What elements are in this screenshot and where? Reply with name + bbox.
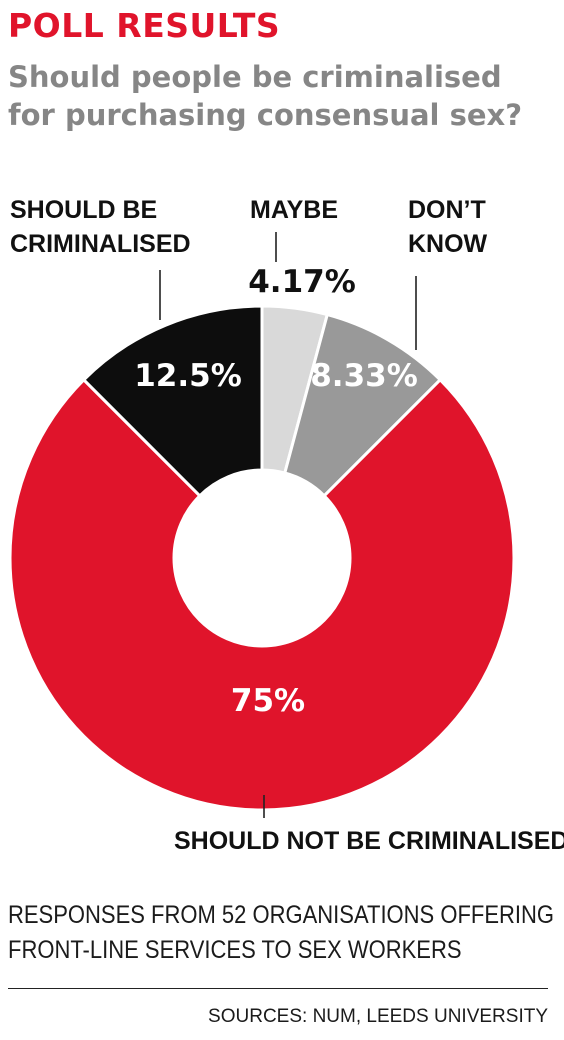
- category-label-should-be-criminalised: SHOULD BE CRIMINALISED: [10, 196, 191, 258]
- category-label-line: SHOULD BE: [10, 196, 157, 224]
- question-line: for purchasing consensual sex?: [8, 98, 523, 132]
- value-label-should-be-criminalised: 12.5%: [134, 358, 242, 394]
- category-label-maybe: MAYBE: [250, 196, 338, 224]
- footnote-line: FRONT-LINE SERVICES TO SEX WORKERS: [8, 936, 462, 964]
- donut-chart: 4.17% MAYBE 8.33% DON’T KNOW 75% SHOULD NOT BE…: [8, 196, 564, 855]
- category-label-line: MAYBE: [250, 196, 338, 224]
- category-label-line: KNOW: [408, 230, 488, 258]
- category-label-line: DON’T: [408, 196, 486, 224]
- sources-credit: SOURCES: NUM, LEEDS UNIVERSITY: [208, 1006, 548, 1027]
- footnote: RESPONSES FROM 52 ORGANISATIONS OFFERING…: [8, 898, 555, 968]
- category-label-line: CRIMINALISED: [10, 230, 191, 258]
- chart-question: Should people be criminalised for purcha…: [8, 58, 558, 134]
- value-label-maybe: 4.17%: [248, 264, 356, 300]
- value-label-should-not-be-criminalised: 75%: [231, 683, 305, 719]
- category-label-should-not-be-criminalised: SHOULD NOT BE CRIMINALISED: [174, 827, 564, 855]
- question-line: Should people be criminalised: [8, 60, 502, 94]
- slice-should-be-criminalised: [81, 304, 264, 498]
- kicker-title: POLL RESULTS: [8, 6, 281, 45]
- footnote-line: RESPONSES FROM 52 ORGANISATIONS OFFERING: [8, 901, 555, 929]
- slice-should-not-be-criminalised: [8, 377, 516, 812]
- category-label-line: SHOULD NOT BE CRIMINALISED: [174, 827, 564, 855]
- value-label-dont-know: 8.33%: [310, 358, 418, 394]
- divider-rule: [8, 988, 548, 989]
- category-label-dont-know: DON’T KNOW: [408, 196, 488, 258]
